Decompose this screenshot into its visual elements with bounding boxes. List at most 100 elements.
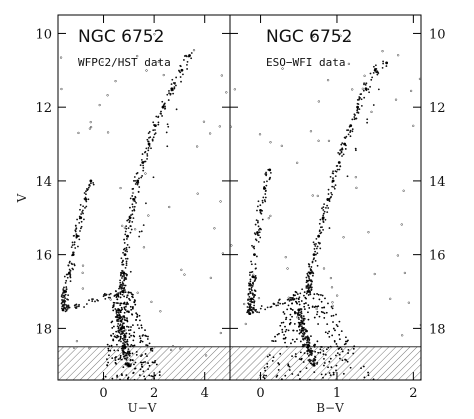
star-marker — [139, 341, 142, 344]
star-marker — [122, 322, 124, 325]
star-marker — [86, 188, 88, 190]
star-marker — [320, 300, 323, 303]
star-marker — [144, 334, 147, 337]
star-marker — [130, 326, 132, 328]
star-marker — [154, 132, 157, 135]
star-marker — [133, 176, 136, 178]
star-marker — [69, 276, 72, 279]
star-marker — [107, 296, 110, 299]
star-marker — [134, 196, 137, 199]
star-marker — [325, 311, 328, 314]
star-marker — [108, 345, 111, 348]
star-marker — [353, 345, 356, 348]
panel-hst-data-point — [136, 179, 140, 183]
star-marker — [126, 351, 129, 353]
panel-wfi-ytick-label-right: 12 — [429, 101, 446, 116]
star-marker — [382, 60, 384, 63]
star-marker — [129, 329, 132, 331]
star-marker — [263, 199, 266, 201]
field-star-marker — [355, 186, 358, 190]
star-marker — [301, 345, 304, 348]
star-marker — [121, 284, 124, 287]
star-marker — [118, 287, 120, 290]
star-marker — [257, 220, 259, 222]
star-marker — [308, 265, 311, 268]
star-marker — [61, 292, 64, 295]
star-marker — [259, 211, 262, 214]
star-marker — [310, 362, 313, 365]
panel-wfi-xlabel: B−V — [316, 401, 344, 415]
star-marker — [307, 263, 310, 265]
star-marker — [166, 145, 169, 148]
star-marker — [311, 261, 314, 264]
star-marker — [305, 329, 308, 332]
star-marker — [141, 365, 143, 368]
star-marker — [281, 331, 284, 334]
field-star-marker — [326, 79, 330, 82]
star-marker — [337, 348, 340, 350]
star-marker — [65, 309, 68, 312]
star-marker — [251, 244, 253, 247]
star-marker — [310, 354, 313, 356]
star-marker — [287, 363, 290, 366]
star-marker — [114, 308, 117, 310]
star-marker — [119, 292, 122, 294]
panel-hst-data-point — [170, 87, 174, 91]
star-marker — [172, 82, 175, 84]
star-marker — [349, 131, 352, 134]
star-marker — [91, 300, 94, 302]
star-marker — [305, 341, 308, 344]
star-marker — [349, 135, 352, 138]
field-star-marker — [412, 124, 415, 127]
star-marker — [317, 351, 320, 354]
star-marker — [367, 371, 370, 374]
star-marker — [69, 269, 72, 272]
star-marker — [345, 359, 348, 362]
star-marker — [135, 201, 137, 204]
star-marker — [322, 212, 325, 215]
star-marker — [153, 377, 156, 380]
star-marker — [172, 92, 175, 95]
star-marker — [125, 248, 128, 251]
star-marker — [309, 378, 311, 380]
star-marker — [338, 333, 341, 336]
star-marker — [324, 331, 327, 334]
star-marker — [147, 140, 149, 143]
star-marker — [256, 205, 259, 208]
star-marker — [335, 313, 337, 316]
star-marker — [381, 66, 384, 69]
star-marker — [313, 248, 316, 250]
star-marker — [102, 378, 105, 380]
star-marker — [287, 329, 290, 332]
star-marker — [120, 330, 123, 333]
panel-hst-data-point — [153, 124, 157, 128]
star-marker — [132, 371, 135, 374]
star-marker — [272, 340, 275, 343]
star-marker — [103, 293, 105, 296]
star-marker — [382, 62, 385, 65]
star-marker — [163, 103, 166, 106]
star-marker — [104, 375, 107, 378]
star-marker — [131, 206, 134, 208]
star-marker — [252, 283, 255, 285]
star-marker — [282, 321, 285, 324]
star-marker — [136, 183, 139, 186]
star-marker — [119, 337, 122, 340]
star-marker — [305, 367, 308, 370]
star-marker — [314, 358, 317, 361]
star-marker — [308, 358, 311, 361]
star-marker — [71, 244, 74, 247]
field-star-marker — [309, 130, 313, 133]
star-marker — [278, 298, 281, 301]
star-marker — [257, 234, 260, 237]
star-marker — [139, 164, 142, 167]
panel-wfi-ytick-label-right: 16 — [429, 249, 446, 264]
panel-hst-data-point — [79, 216, 83, 220]
panel-wfi-data-point — [317, 234, 321, 238]
star-marker — [258, 227, 261, 230]
star-marker — [265, 184, 268, 187]
star-marker — [149, 349, 152, 351]
star-marker — [131, 195, 134, 197]
star-marker — [131, 209, 134, 212]
star-marker — [271, 360, 274, 362]
